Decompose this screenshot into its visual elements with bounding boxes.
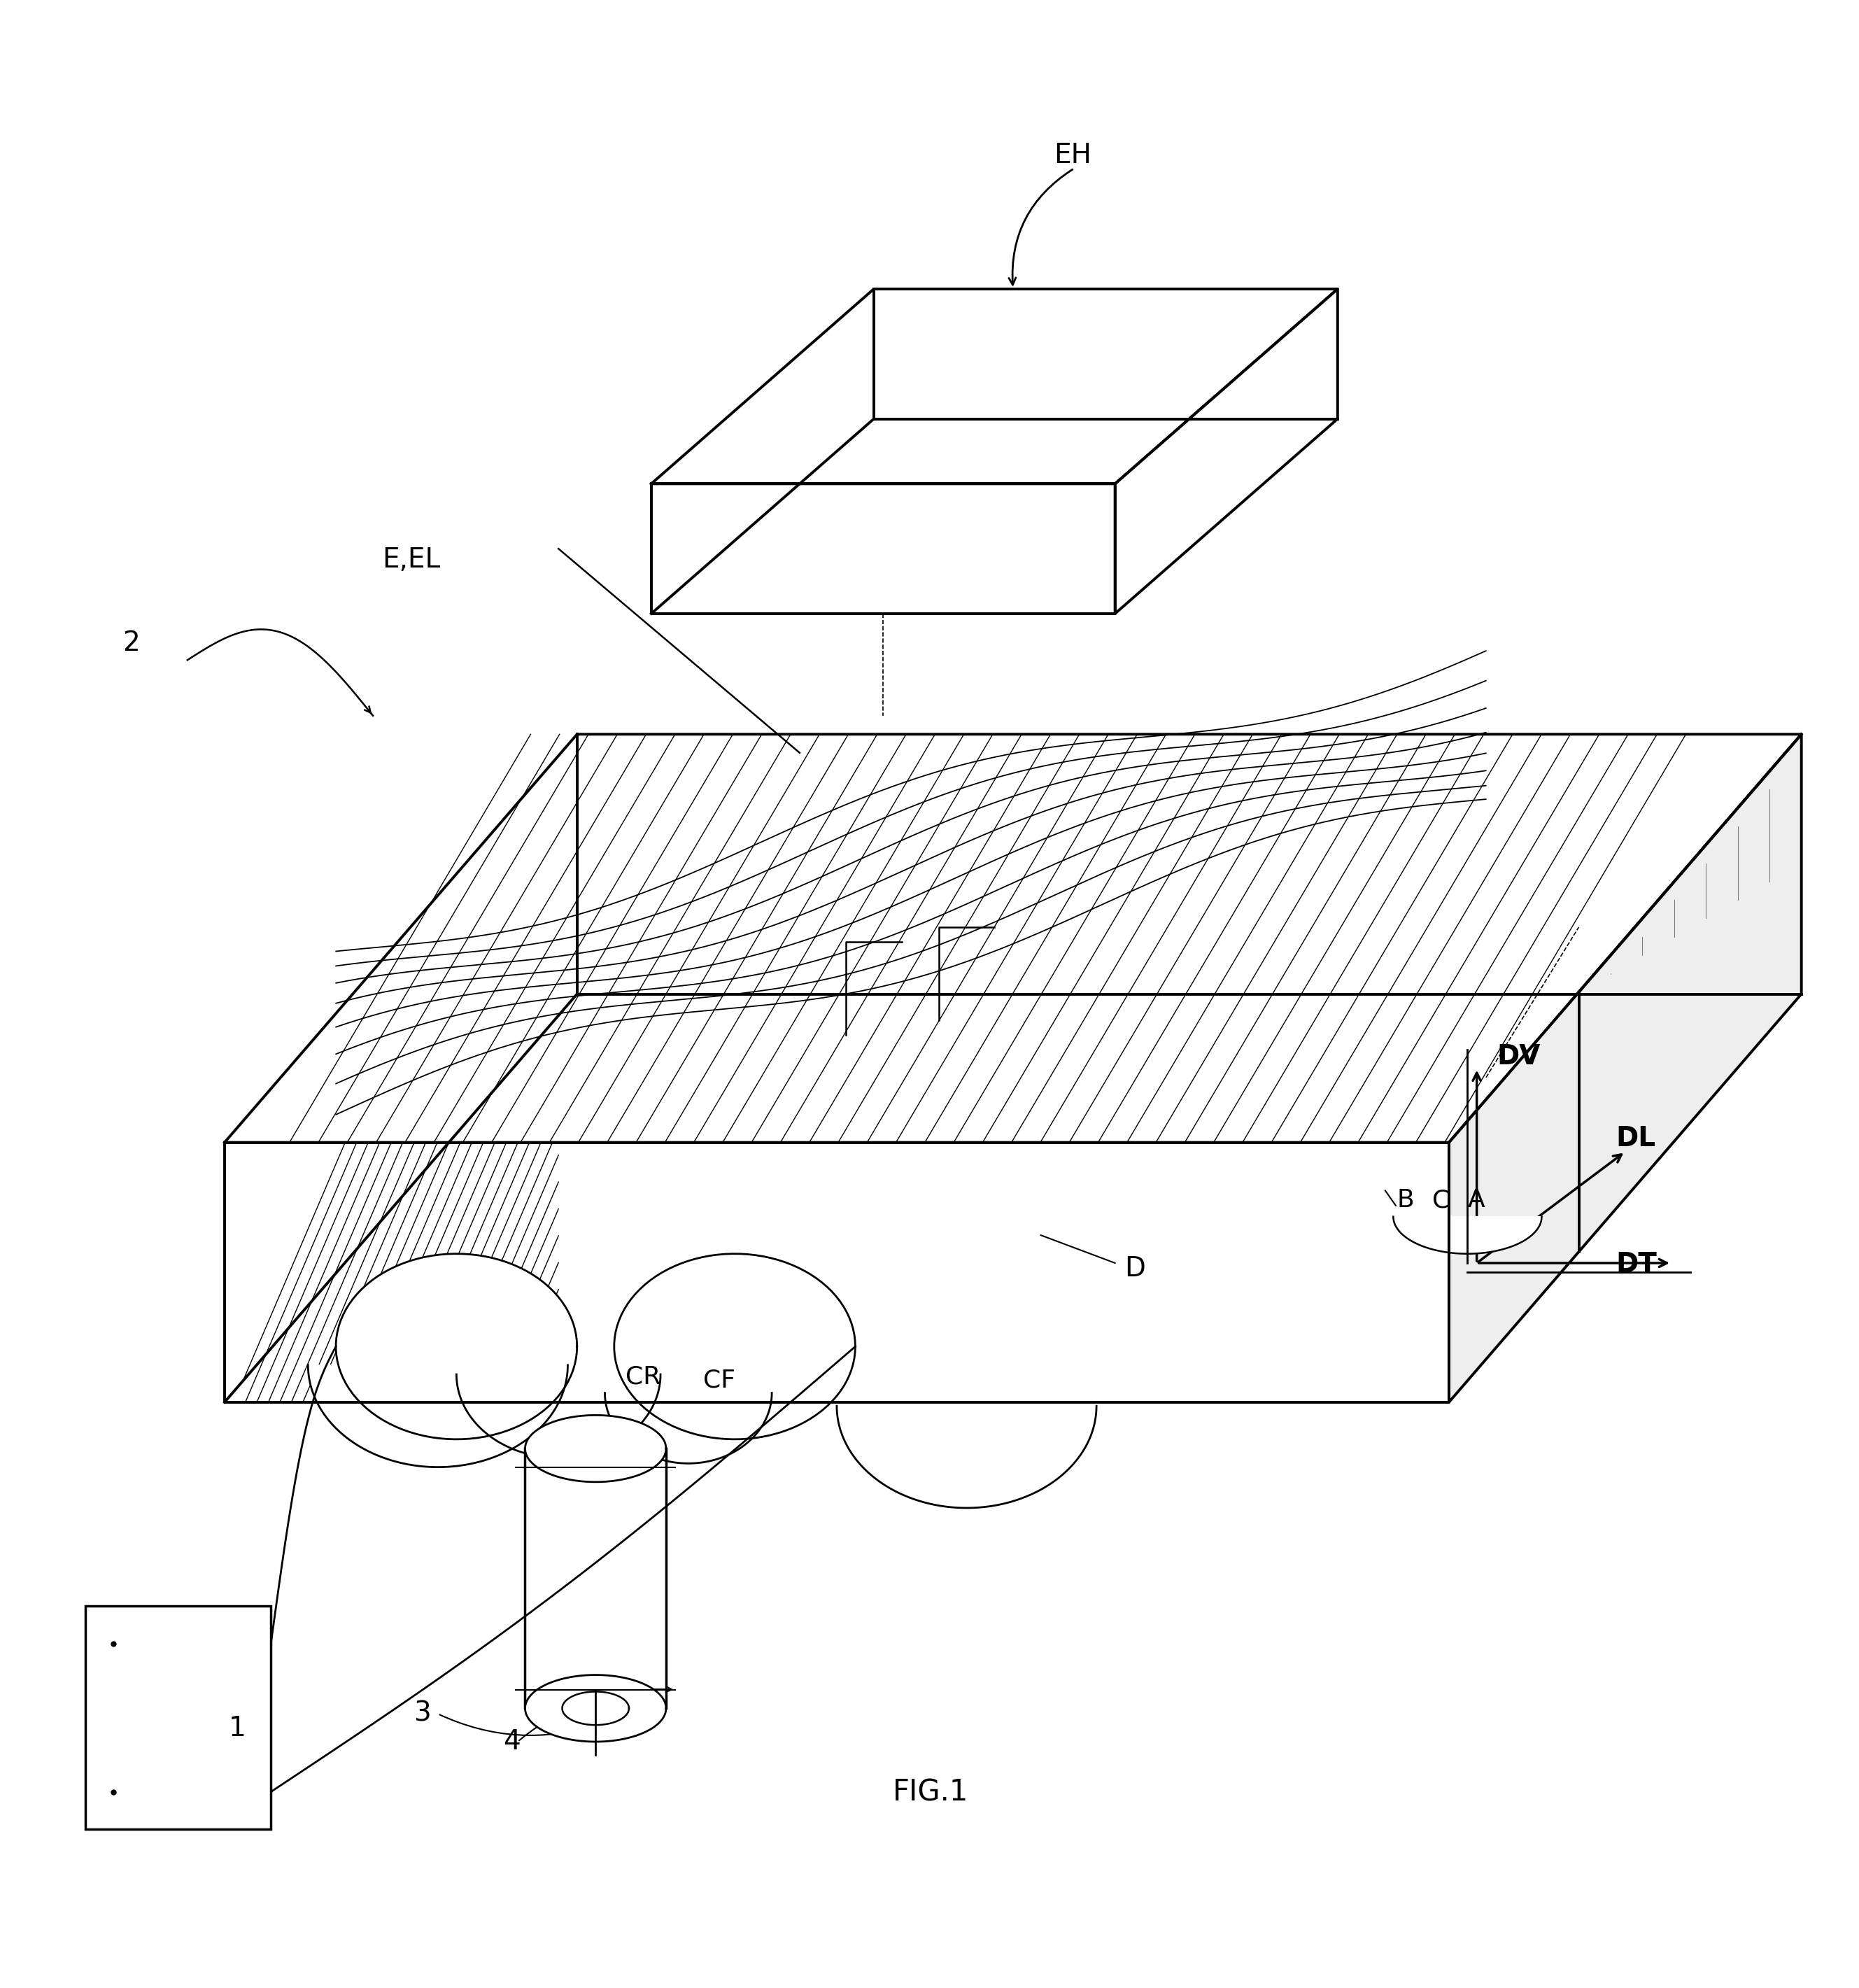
Text: D: D: [1125, 1254, 1145, 1282]
Text: DV: DV: [1496, 1044, 1541, 1070]
Polygon shape: [1115, 288, 1338, 614]
Polygon shape: [309, 1366, 567, 1467]
Text: E,EL: E,EL: [383, 547, 441, 573]
Text: 1: 1: [229, 1716, 245, 1741]
Text: CR: CR: [625, 1364, 660, 1388]
Polygon shape: [651, 483, 1115, 614]
Text: EH: EH: [1054, 141, 1091, 169]
Text: C: C: [1431, 1189, 1450, 1213]
Text: 4: 4: [502, 1728, 521, 1755]
Text: 2: 2: [123, 630, 139, 656]
Text: DL: DL: [1615, 1125, 1656, 1151]
Polygon shape: [651, 288, 1338, 483]
Polygon shape: [1392, 1217, 1541, 1254]
Polygon shape: [524, 1676, 666, 1741]
Polygon shape: [837, 1406, 1097, 1509]
Text: A: A: [1467, 1189, 1485, 1213]
Text: B: B: [1396, 1189, 1415, 1213]
Polygon shape: [244, 1143, 558, 1402]
Polygon shape: [457, 1374, 660, 1457]
Polygon shape: [613, 1254, 855, 1439]
Polygon shape: [336, 1254, 576, 1439]
Polygon shape: [1448, 734, 1801, 1402]
Text: 3: 3: [415, 1700, 431, 1728]
Text: CF: CF: [703, 1368, 736, 1392]
Bar: [86, 1606, 271, 1829]
Polygon shape: [225, 734, 1801, 1143]
Text: DT: DT: [1615, 1250, 1656, 1278]
Polygon shape: [604, 1394, 771, 1463]
Polygon shape: [524, 1415, 666, 1481]
Polygon shape: [561, 1692, 628, 1726]
Polygon shape: [225, 1143, 1448, 1402]
Text: FIG.1: FIG.1: [892, 1777, 969, 1807]
